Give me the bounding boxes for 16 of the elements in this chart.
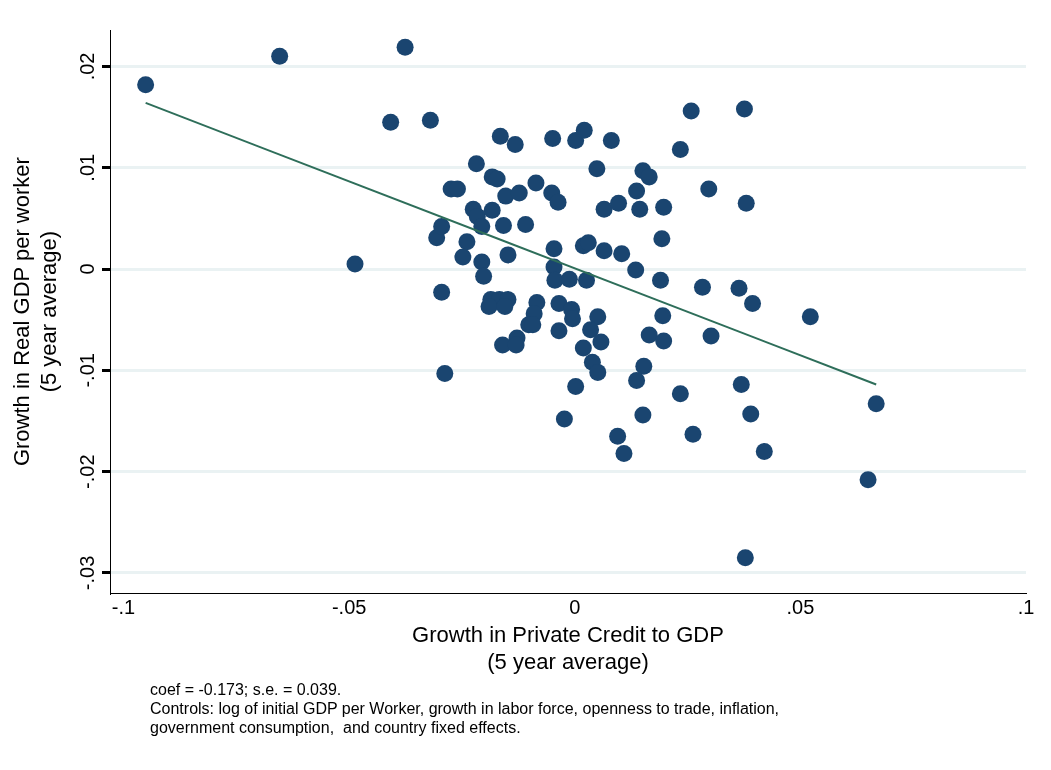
y-axis-title: Growth in Real GDP per worker (5 year average) [9, 157, 61, 467]
x-tick-label: 0 [569, 595, 581, 618]
x-tick-label: .1 [1017, 595, 1035, 618]
y-tick-label: -.03 [75, 555, 98, 591]
x-tick-label: .05 [786, 595, 815, 618]
text: government consumption, and country fixed effects. [150, 718, 522, 737]
y-tick-label: -.02 [75, 454, 98, 489]
y-tick-label: .01 [75, 153, 98, 182]
x-tick-label: -.05 [331, 595, 367, 618]
y-tick-label: 0 [75, 263, 98, 275]
x-tick-label: -.1 [111, 595, 136, 618]
y-tick-label: -.01 [75, 353, 98, 388]
x-axis-title: Growth in Private Credit to GDP (5 year average) [412, 622, 724, 674]
y-tick-label: .02 [75, 52, 98, 81]
text: coef = -0.173; s.e. = 0.039. [150, 680, 343, 699]
text: Controls: log of initial GDP per Worker, growth in labor force, openness to trade, inflation, [150, 699, 780, 718]
